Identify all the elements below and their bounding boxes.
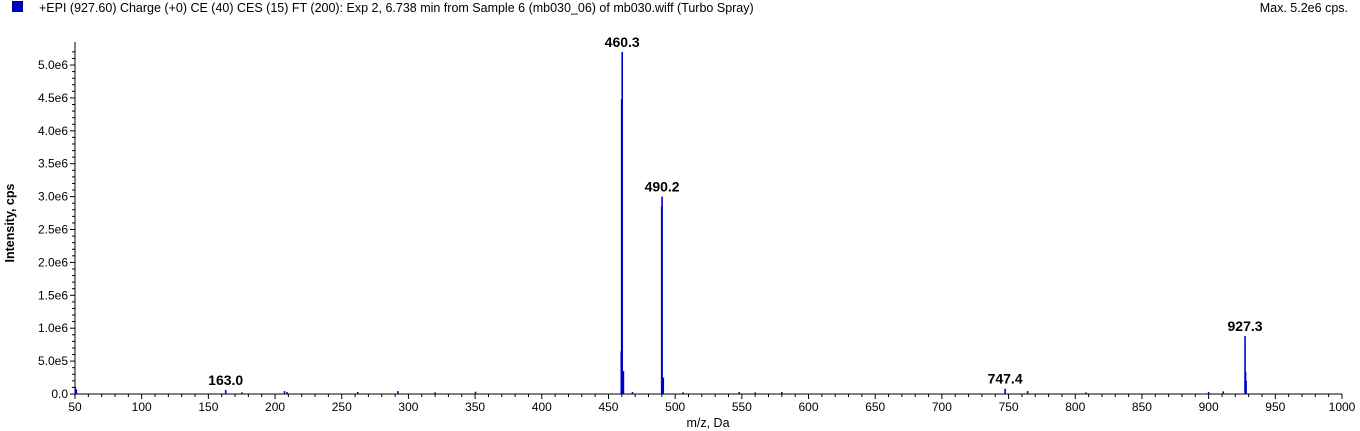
x-axis-title: m/z, Da xyxy=(686,416,729,430)
x-tick-label: 950 xyxy=(1265,400,1285,414)
chart-title: +EPI (927.60) Charge (+0) CE (40) CES (1… xyxy=(39,1,754,15)
peak-label: 460.3 xyxy=(605,34,640,50)
x-tick-label: 150 xyxy=(198,400,218,414)
y-axis-title: Intensity, cps xyxy=(3,183,17,262)
x-tick-label: 400 xyxy=(532,400,552,414)
peak-label: 490.2 xyxy=(645,179,680,195)
x-tick-label: 700 xyxy=(932,400,952,414)
x-tick-label: 450 xyxy=(598,400,618,414)
y-tick-label: 4.5e6 xyxy=(38,91,68,105)
x-tick-label: 750 xyxy=(999,400,1019,414)
x-tick-label: 600 xyxy=(799,400,819,414)
y-tick-label: 2.5e6 xyxy=(38,223,68,237)
x-tick-label: 350 xyxy=(465,400,485,414)
y-tick-label: 3.0e6 xyxy=(38,190,68,204)
x-tick-label: 900 xyxy=(1199,400,1219,414)
peak-labels-group: 163.0 460.3 490.2 747.4 927.3 xyxy=(208,34,1263,388)
x-tick-label: 650 xyxy=(865,400,885,414)
peaks-group xyxy=(74,51,1247,394)
y-tick-label: 1.0e6 xyxy=(38,321,68,335)
y-tick-label: 2.0e6 xyxy=(38,255,68,269)
x-tick-label: 550 xyxy=(732,400,752,414)
x-tick-label: 50 xyxy=(68,400,82,414)
y-tick-label: 5.0e6 xyxy=(38,58,68,72)
peak-label: 163.0 xyxy=(208,372,243,388)
y-tick-label: 5.0e5 xyxy=(38,354,68,368)
max-intensity-label: Max. 5.2e6 cps. xyxy=(1259,1,1348,15)
x-tick-label: 850 xyxy=(1132,400,1152,414)
x-tick-label: 300 xyxy=(398,400,418,414)
x-tick-label: 800 xyxy=(1065,400,1085,414)
y-tick-label: 3.5e6 xyxy=(38,157,68,171)
axes: 50 100 150 200 250 300 350 400 450 500 550 600 650 70… xyxy=(38,42,1356,414)
x-tick-label: 100 xyxy=(132,400,152,414)
legend-swatch xyxy=(12,1,23,12)
chart-header: +EPI (927.60) Charge (+0) CE (40) CES (1… xyxy=(0,0,1360,18)
x-tick-label: 250 xyxy=(332,400,352,414)
peak-label: 747.4 xyxy=(988,371,1023,387)
y-tick-label: 1.5e6 xyxy=(38,288,68,302)
x-tick-label: 500 xyxy=(665,400,685,414)
x-tick-label: 1000 xyxy=(1329,400,1356,414)
peak-label: 927.3 xyxy=(1228,318,1263,334)
y-tick-label: 0.0 xyxy=(51,387,68,401)
y-tick-label: 4.0e6 xyxy=(38,124,68,138)
x-tick-label: 200 xyxy=(265,400,285,414)
